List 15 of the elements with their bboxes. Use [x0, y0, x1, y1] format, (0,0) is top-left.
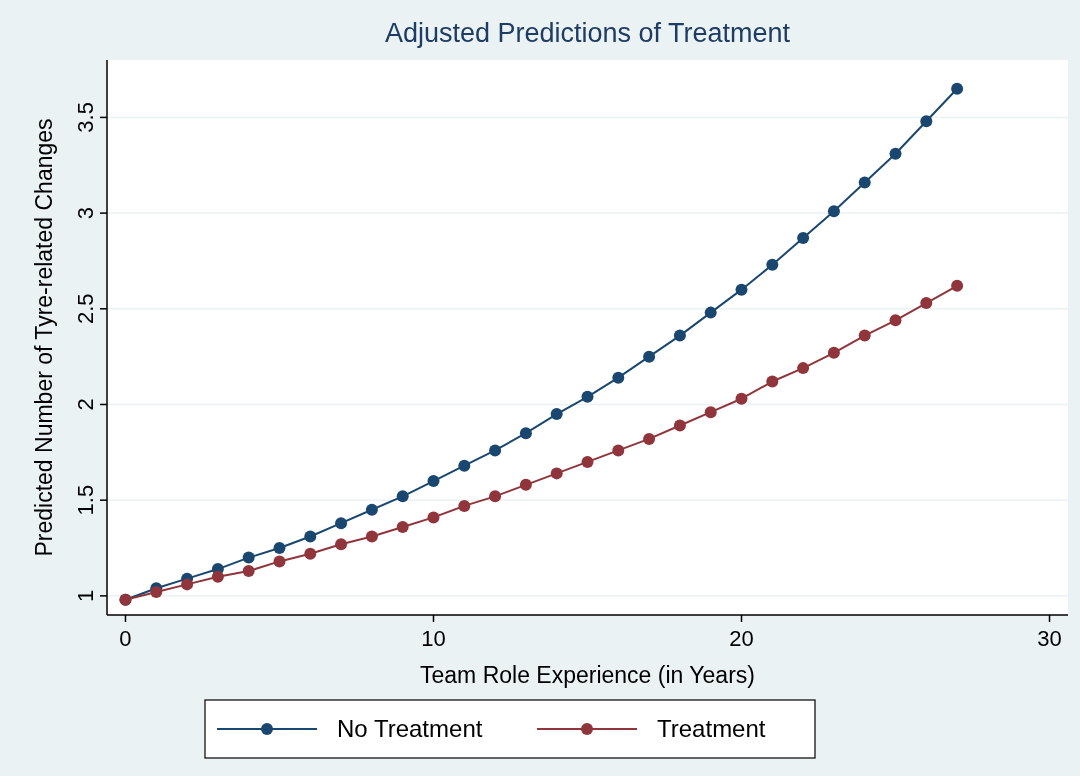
- y-axis-title: Predicted Number of Tyre-related Changes: [31, 118, 57, 557]
- x-axis-title: Team Role Experience (in Years): [420, 662, 755, 688]
- y-tick-label: 3: [73, 206, 98, 220]
- y-tick-label: 1.5: [73, 484, 98, 516]
- legend-label: Treatment: [657, 715, 766, 742]
- y-tick-label: 1: [73, 589, 98, 602]
- y-tick-label: 2: [73, 398, 98, 411]
- x-tick-label: 0: [119, 626, 132, 651]
- x-tick-label: 10: [421, 626, 446, 651]
- legend-label: No Treatment: [337, 715, 483, 742]
- x-tick-label: 30: [1037, 626, 1062, 651]
- y-tick-label: 3.5: [73, 102, 98, 133]
- chart-title: Adjusted Predictions of Treatment: [384, 18, 791, 48]
- y-tick-label: 2.5: [73, 293, 98, 325]
- x-tick-label: 20: [729, 626, 754, 651]
